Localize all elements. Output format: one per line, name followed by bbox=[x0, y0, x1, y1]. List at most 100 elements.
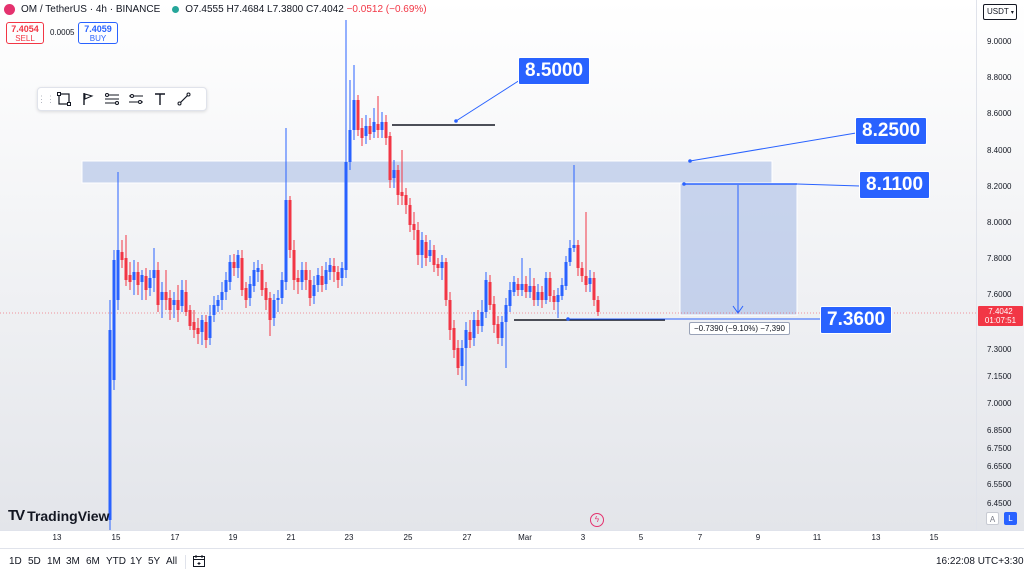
line-tool-icon[interactable] bbox=[174, 89, 194, 109]
buy-button[interactable]: 7.4059 BUY bbox=[78, 22, 118, 44]
price-tick: 6.8500 bbox=[987, 426, 1012, 436]
candles-group bbox=[108, 20, 600, 530]
range-button-1y[interactable]: 1Y bbox=[130, 556, 143, 567]
currency-select[interactable]: USDT ▾ bbox=[983, 4, 1017, 20]
symbol-title[interactable]: OM / TetherUS · 4h · BINANCE bbox=[21, 4, 161, 15]
price-scale[interactable]: 9.0000 8.8000 8.6000 8.4000 8.2000 8.0000 7.80… bbox=[976, 0, 1024, 530]
om-logo-icon bbox=[4, 4, 15, 15]
time-tick: 5 bbox=[638, 533, 644, 542]
lightning-icon[interactable]: ϟ bbox=[590, 513, 604, 527]
candle-body bbox=[524, 284, 528, 292]
time-tick: 13 bbox=[871, 533, 881, 542]
candle-body bbox=[440, 262, 444, 268]
text-tool-icon[interactable] bbox=[150, 89, 170, 109]
callout-8-2500[interactable]: 8.2500 bbox=[855, 117, 928, 145]
candle-body bbox=[128, 275, 132, 282]
candle-body bbox=[408, 205, 412, 225]
candle-body bbox=[204, 322, 208, 340]
price-tick: 7.3000 bbox=[987, 344, 1012, 354]
ohlc-high: H7.4684 bbox=[226, 4, 265, 15]
candle-body bbox=[288, 200, 292, 250]
range-button-ytd[interactable]: YTD bbox=[106, 556, 126, 567]
rectangle-tool-icon[interactable] bbox=[54, 89, 74, 109]
candle-body bbox=[276, 298, 280, 300]
candle-body bbox=[144, 276, 148, 290]
drawing-toolbar[interactable]: ⋮⋮ bbox=[37, 87, 207, 111]
candle-body bbox=[500, 322, 504, 338]
ruler-tool-icon[interactable] bbox=[126, 89, 146, 109]
sell-button[interactable]: 7.4054 SELL bbox=[6, 22, 44, 44]
candle-body bbox=[368, 126, 372, 134]
candle-body bbox=[120, 252, 124, 260]
candle-body bbox=[504, 305, 508, 322]
price-tick: 6.4500 bbox=[987, 498, 1012, 508]
flag-tool-icon[interactable] bbox=[78, 89, 98, 109]
candle-body bbox=[140, 275, 144, 282]
candle-body bbox=[360, 128, 364, 138]
range-button-6m[interactable]: 6M bbox=[86, 556, 100, 567]
range-button-all[interactable]: All bbox=[166, 556, 178, 567]
range-button-5y[interactable]: 5Y bbox=[148, 556, 161, 567]
candle-body bbox=[112, 260, 116, 380]
candle-body bbox=[228, 262, 232, 282]
candle-body bbox=[168, 298, 172, 310]
drag-grip-icon[interactable]: ⋮⋮ bbox=[37, 93, 55, 104]
chart-area[interactable]: OM / TetherUS · 4h · BINANCE O7.4555 H7.… bbox=[0, 0, 976, 530]
current-price-badge: 7.4042 01:07:51 bbox=[978, 306, 1023, 326]
candle-body bbox=[544, 278, 548, 300]
candle-body bbox=[384, 122, 388, 138]
range-button-1m[interactable]: 1M bbox=[47, 556, 61, 567]
candle-body bbox=[260, 270, 264, 290]
auto-scale-button[interactable]: A bbox=[986, 512, 999, 525]
anchor-dot-target[interactable] bbox=[566, 317, 570, 321]
callout-8-5000[interactable]: 8.5000 bbox=[518, 57, 591, 85]
supply-zone[interactable] bbox=[81, 160, 773, 184]
buy-price: 7.4059 bbox=[84, 24, 112, 34]
candle-body bbox=[584, 276, 588, 285]
candle-body bbox=[380, 122, 384, 130]
candle-body bbox=[212, 305, 216, 315]
candle-body bbox=[160, 292, 164, 300]
range-button-1d[interactable]: 1D bbox=[9, 556, 22, 567]
candle-body bbox=[484, 280, 488, 312]
calendar-icon[interactable] bbox=[192, 554, 206, 568]
price-tick: 6.5500 bbox=[987, 480, 1012, 490]
tradingview-logo[interactable]: TV TradingView bbox=[8, 507, 109, 524]
candle-body bbox=[432, 250, 436, 265]
candle-body bbox=[464, 330, 468, 348]
candle-body bbox=[300, 270, 304, 282]
log-scale-button[interactable]: L bbox=[1004, 512, 1017, 525]
candle-body bbox=[528, 286, 532, 292]
candle-body bbox=[468, 332, 472, 340]
spread-value: 0.0005 bbox=[50, 28, 75, 37]
divider bbox=[185, 555, 186, 569]
time-scale[interactable]: 13 15 17 19 21 23 25 27 Mar 3 5 7 9 11 13 15 bbox=[0, 530, 1024, 548]
candle-body bbox=[364, 126, 368, 136]
callout-8-1100[interactable]: 8.1100 bbox=[859, 171, 931, 199]
anchor-dot-top[interactable] bbox=[454, 119, 458, 123]
time-tick: 25 bbox=[403, 533, 413, 542]
candle-body bbox=[564, 262, 568, 286]
candle-body bbox=[540, 292, 544, 300]
candle-body bbox=[404, 195, 408, 205]
price-tick: 8.2000 bbox=[987, 181, 1012, 191]
bar-countdown: 01:07:51 bbox=[984, 316, 1017, 325]
candle-body bbox=[344, 162, 348, 270]
anchor-dot-measure[interactable] bbox=[682, 182, 686, 186]
clock-timezone[interactable]: 16:22:08 UTC+3:30 bbox=[936, 556, 1024, 567]
candle-body bbox=[512, 282, 516, 292]
ohlc-low: L7.3800 bbox=[267, 4, 304, 15]
candle-body bbox=[416, 230, 420, 255]
candle-body bbox=[280, 280, 284, 298]
callout-7-3600[interactable]: 7.3600 bbox=[820, 306, 893, 334]
candlestick-chart[interactable] bbox=[0, 0, 976, 530]
price-tick: 7.8000 bbox=[987, 254, 1012, 264]
time-tick: 15 bbox=[929, 533, 939, 542]
anchor-dot-zone[interactable] bbox=[688, 159, 692, 163]
candle-body bbox=[312, 285, 316, 296]
fib-tool-icon[interactable] bbox=[102, 89, 122, 109]
range-button-3m[interactable]: 3M bbox=[66, 556, 80, 567]
chevron-down-icon: ▾ bbox=[1010, 10, 1014, 16]
time-tick: 15 bbox=[111, 533, 121, 542]
range-button-5d[interactable]: 5D bbox=[28, 556, 41, 567]
